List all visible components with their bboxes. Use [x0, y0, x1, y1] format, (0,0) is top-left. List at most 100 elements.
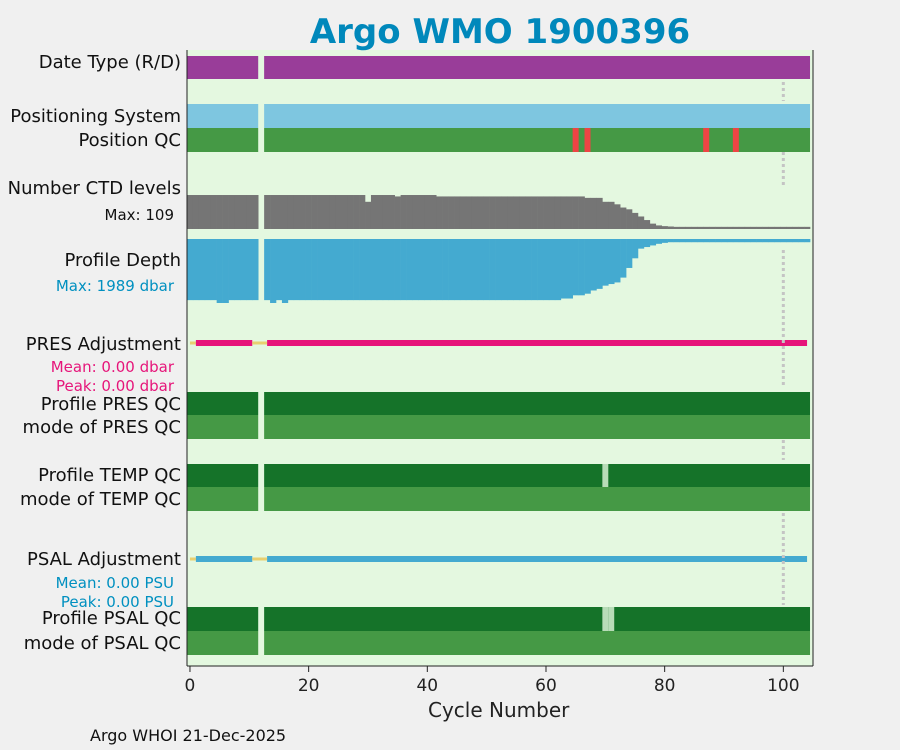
- profile-depth-bar-cycle-76: [637, 239, 645, 249]
- ctd-level-bar-cycle-8: [234, 195, 241, 229]
- profile-depth-bar-cycle-46: [459, 239, 467, 301]
- ctd-level-bar-cycle-79: [655, 225, 662, 229]
- profile-depth-bar-cycle-79: [655, 239, 662, 244]
- ctd-level-bar-cycle-52: [495, 196, 502, 229]
- profile-depth-bar-cycle-59: [537, 239, 544, 301]
- profile-depth-bar-cycle-49: [477, 239, 484, 301]
- ctd-level-bar-cycle-35: [394, 196, 401, 229]
- profile-depth-bar-cycle-93: [738, 239, 746, 243]
- ctd-level-bar-cycle-32: [376, 195, 384, 229]
- ctd-level-bar-cycle-54: [507, 196, 514, 229]
- ctd-level-bar-cycle-83: [679, 226, 686, 229]
- profile-depth-bar-cycle-71: [608, 239, 615, 285]
- profile-depth-bar-cycle-33: [382, 239, 390, 301]
- position-qc-bad-cycle-87: [703, 128, 710, 152]
- profile-depth-bar-cycle-3: [204, 239, 212, 301]
- profile-pres-qc-band-segment-2: [264, 392, 811, 415]
- x-axis-label: Cycle Number: [428, 698, 570, 722]
- profile-depth-bar-cycle-100: [780, 239, 787, 243]
- label-profile-depth: Profile Depth: [64, 250, 181, 271]
- profile-depth-bar-cycle-95: [750, 239, 757, 243]
- ctd-level-bar-cycle-45: [454, 196, 461, 229]
- profile-depth-bar-cycle-35: [394, 239, 401, 301]
- ctd-level-bar-cycle-68: [590, 197, 597, 229]
- profile-depth-bar-cycle-1: [192, 239, 200, 301]
- profile-depth-bar-cycle-23: [323, 239, 330, 301]
- ctd-level-bar-cycle-9: [240, 195, 247, 229]
- chart-marks: [187, 56, 811, 655]
- profile-depth-bar-cycle-17: [287, 239, 295, 301]
- ctd-level-bar-cycle-15: [276, 195, 283, 229]
- profile-depth-bar-cycle-30: [365, 239, 372, 301]
- ctd-level-bar-cycle-69: [596, 197, 603, 229]
- ctd-level-bar-cycle-39: [418, 195, 425, 229]
- label-psal-adjustment: PSAL Adjustment: [26, 549, 181, 570]
- ctd-level-bar-cycle-88: [709, 226, 716, 229]
- ctd-level-bar-cycle-67: [584, 197, 591, 229]
- x-tick-label-60: 60: [535, 676, 557, 696]
- mode-pres-qc-band-segment-1: [187, 415, 259, 439]
- profile-depth-bar-cycle-39: [418, 239, 425, 301]
- ctd-level-bar-cycle-2: [198, 195, 206, 229]
- ctd-level-bar-cycle-66: [578, 196, 585, 229]
- profile-depth-bar-cycle-77: [643, 239, 651, 248]
- profile-psal-qc-band-segment-1: [187, 607, 259, 631]
- ctd-level-bar-cycle-64: [566, 196, 573, 229]
- ctd-level-bar-cycle-46: [459, 196, 467, 229]
- ctd-level-bar-cycle-98: [768, 226, 775, 229]
- label-profile-pres-qc: Profile PRES QC: [40, 394, 181, 415]
- profile-depth-bar-cycle-48: [471, 239, 479, 301]
- ctd-level-bar-cycle-27: [347, 195, 354, 229]
- profile-temp-qc-band-segment-2: [264, 464, 811, 487]
- x-tick-label-100: 100: [767, 676, 799, 696]
- ctd-level-bar-cycle-1: [192, 195, 200, 229]
- profile-depth-bar-cycle-67: [584, 239, 591, 294]
- ctd-level-bar-cycle-92: [732, 226, 740, 229]
- ctd-level-bar-cycle-99: [774, 226, 781, 229]
- profile-depth-bar-cycle-13: [264, 239, 271, 301]
- label-position-qc: Position QC: [78, 130, 181, 151]
- profile-depth-bar-cycle-57: [525, 239, 532, 301]
- ctd-level-bar-cycle-89: [715, 226, 722, 229]
- ctd-level-bar-cycle-55: [513, 196, 520, 229]
- ctd-level-bar-cycle-44: [448, 196, 455, 229]
- profile-depth-bar-cycle-66: [578, 239, 585, 296]
- ctd-level-bar-cycle-42: [436, 196, 443, 229]
- ctd-level-bar-cycle-4: [210, 195, 217, 229]
- ctd-level-bar-cycle-40: [424, 195, 431, 229]
- ctd-level-bar-cycle-95: [750, 226, 757, 229]
- ctd-level-bar-cycle-91: [726, 226, 734, 229]
- profile-depth-bar-cycle-90: [721, 239, 728, 243]
- profile-depth-bar-cycle-75: [632, 239, 639, 259]
- profile-depth-bar-cycle-85: [691, 239, 698, 243]
- profile-depth-bar-cycle-14: [270, 239, 277, 303]
- positioning-system-band-segment-1: [187, 104, 259, 128]
- ctd-level-bar-cycle-61: [548, 196, 556, 229]
- plot-area: [187, 50, 813, 666]
- profile-depth-bar-cycle-82: [673, 239, 680, 243]
- ctd-level-bar-cycle-102: [792, 226, 799, 229]
- ctd-level-bar-cycle-77: [643, 220, 651, 229]
- profile-depth-bar-cycle-5: [216, 239, 223, 303]
- profile-depth-bar-cycle-4: [210, 239, 217, 301]
- profile-depth-bar-cycle-103: [798, 239, 805, 243]
- ctd-level-bar-cycle-56: [519, 196, 526, 229]
- profile-psal-qc-band-segment-2: [264, 607, 811, 631]
- ctd-level-bar-cycle-63: [560, 196, 568, 229]
- profile-depth-bar-cycle-92: [732, 239, 740, 243]
- ctd-level-bar-cycle-84: [685, 226, 692, 229]
- ctd-level-bar-cycle-48: [471, 196, 479, 229]
- profile-depth-bar-cycle-70: [602, 239, 609, 286]
- ctd-level-bar-cycle-36: [400, 195, 407, 229]
- position-qc-band-segment-1: [187, 128, 259, 152]
- ctd-level-bar-cycle-59: [537, 196, 544, 229]
- profile-depth-bar-cycle-25: [335, 239, 342, 301]
- profile-depth-bar-cycle-0: [187, 239, 194, 301]
- profile-depth-bar-cycle-68: [590, 239, 597, 291]
- profile-depth-bar-cycle-6: [222, 239, 229, 303]
- ctd-level-bar-cycle-3: [204, 195, 212, 229]
- profile-depth-bar-cycle-50: [483, 239, 490, 301]
- mode-temp-qc-band-segment-1: [187, 487, 259, 511]
- label-date-type: Date Type (R/D): [38, 52, 181, 73]
